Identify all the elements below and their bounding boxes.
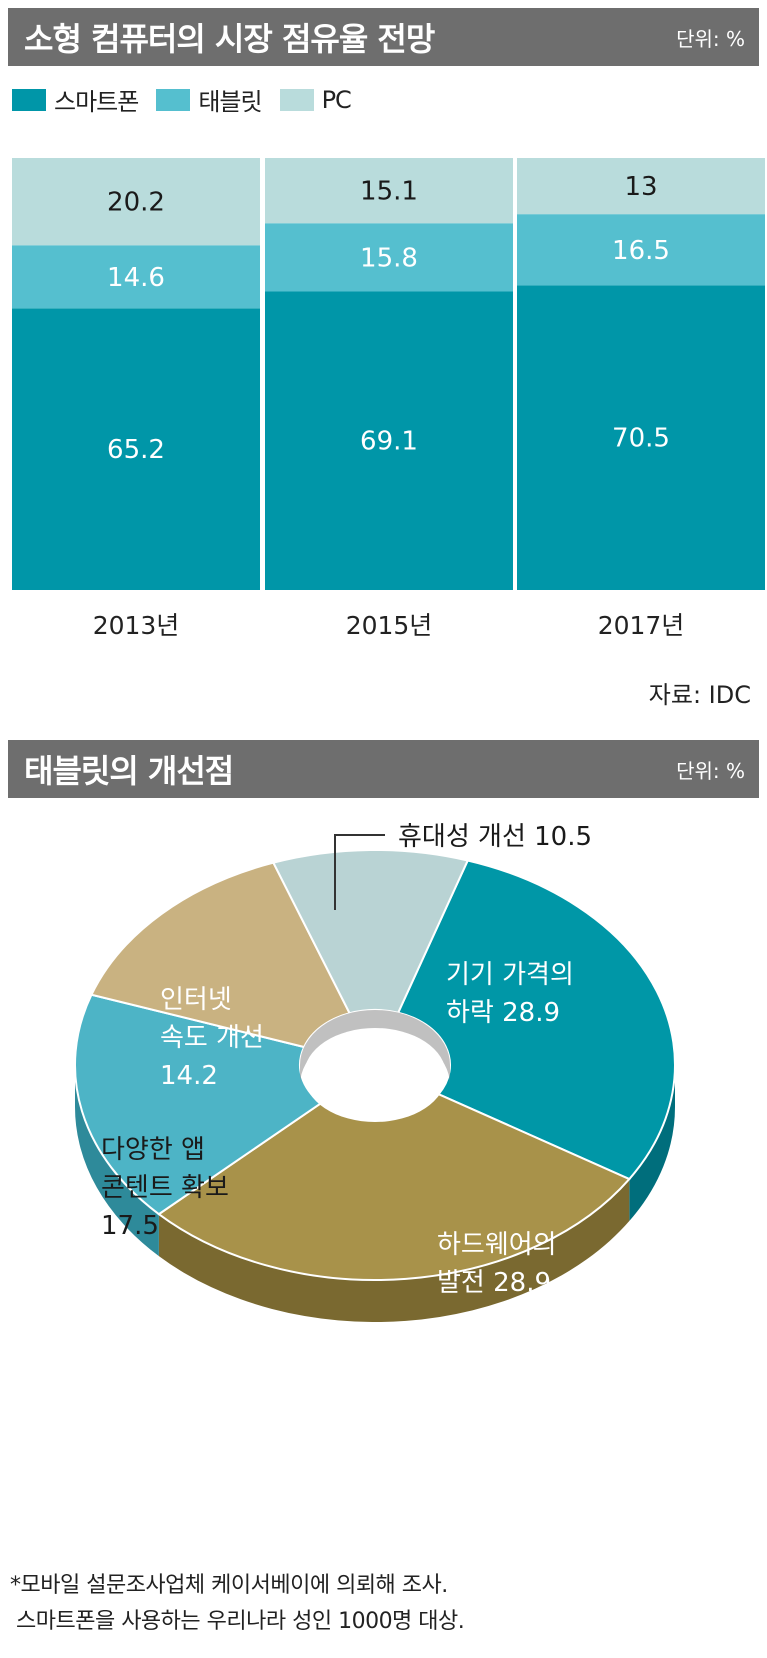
donut-slice-2 bbox=[73, 993, 323, 1216]
donut-label-3-1: 속도 개선 bbox=[160, 1023, 264, 1053]
donut-label-2-1: 콘텐트 확보 bbox=[101, 1173, 229, 1203]
bar-value-label-2-1: 15.1 bbox=[360, 177, 418, 207]
category-label-1: 2015년 bbox=[346, 611, 433, 640]
bar-value-label-1-2: 16.5 bbox=[612, 236, 670, 266]
bar-smartphone-2 bbox=[517, 285, 765, 590]
donut-side-2-0 bbox=[75, 1065, 159, 1257]
bar-value-label-2-0: 20.2 bbox=[107, 188, 165, 218]
donut-label-3-0: 인터넷 bbox=[160, 985, 232, 1015]
chart2-header: 태블릿의 개선점 단위: % bbox=[8, 740, 759, 798]
stacked-bar-chart: 65.2 14.6 20.2 2013년 69.1 15.8 15.1 2015년 70.5 16… bbox=[12, 158, 765, 640]
footnote-line-1: *모바일 설문조사업체 케이서베이에 의뢰해 조사. bbox=[10, 1573, 448, 1598]
chart2-unit: 단위: % bbox=[676, 758, 745, 783]
donut-side-0-0 bbox=[629, 1065, 675, 1222]
donut-leader-line bbox=[334, 834, 385, 910]
chart1-title: 소형 컴퓨터의 시장 점유율 전망 bbox=[24, 20, 435, 58]
bar-smartphone-1 bbox=[265, 291, 513, 590]
legend-swatch-tablet bbox=[156, 88, 191, 111]
bar-tablet-1 bbox=[265, 223, 513, 292]
bar-tablet-2 bbox=[517, 214, 765, 286]
legend-swatch-smartphone bbox=[12, 88, 46, 111]
footnote-line-2: 스마트폰을 사용하는 우리나라 성인 1000명 대상. bbox=[16, 1609, 465, 1634]
bar-tablet-0 bbox=[12, 245, 260, 309]
bar-value-label-1-1: 15.8 bbox=[360, 243, 418, 273]
donut-label-4-0: 휴대성 개선 10.5 bbox=[398, 822, 592, 852]
donut-side-1-0 bbox=[158, 1179, 630, 1322]
legend-label-smartphone: 스마트폰 bbox=[54, 88, 139, 116]
donut-label-1-1: 발전 28.9 bbox=[437, 1268, 551, 1298]
legend-swatch-pc bbox=[279, 88, 314, 111]
chart1-unit: 단위: % bbox=[676, 26, 745, 51]
bar-pc-0 bbox=[12, 158, 260, 246]
chart1-header: 소형 컴퓨터의 시장 점유율 전망 단위: % bbox=[8, 8, 759, 66]
legend-label-tablet: 태블릿 bbox=[198, 88, 262, 116]
chart2-title: 태블릿의 개선점 bbox=[24, 752, 234, 790]
chart1-source: 자료: IDC bbox=[648, 681, 751, 709]
donut-label-0-1: 하락 28.9 bbox=[446, 998, 560, 1028]
bar-pc-1 bbox=[265, 158, 513, 224]
legend-item-tablet: 태블릿 bbox=[156, 82, 263, 117]
bar-value-label-0-0: 65.2 bbox=[107, 435, 165, 465]
bar-value-label-2-2: 13 bbox=[624, 172, 657, 202]
donut-label-3-2: 14.2 bbox=[160, 1061, 218, 1091]
bar-value-label-1-0: 14.6 bbox=[107, 263, 165, 293]
chart1-legend: 스마트폰 태블릿 PC bbox=[12, 82, 369, 117]
category-label-2: 2017년 bbox=[598, 611, 685, 640]
donut-hole-wall bbox=[300, 1010, 450, 1085]
donut-label-1-0: 하드웨어의 bbox=[437, 1230, 557, 1260]
donut-label-0-0: 기기 가격의 bbox=[446, 960, 574, 990]
donut-label-2-0: 다양한 앱 bbox=[101, 1135, 205, 1165]
legend-label-pc: PC bbox=[321, 85, 352, 114]
legend-item-pc: PC bbox=[279, 85, 352, 114]
bar-pc-2 bbox=[517, 158, 765, 215]
footnote: *모바일 설문조사업체 케이서베이에 의뢰해 조사. 스마트폰을 사용하는 우리… bbox=[10, 1568, 465, 1640]
bar-smartphone-0 bbox=[12, 308, 260, 590]
category-label-0: 2013년 bbox=[93, 611, 180, 640]
legend-item-smartphone: 스마트폰 bbox=[12, 82, 139, 117]
donut-hole bbox=[304, 1028, 446, 1122]
bar-value-label-0-1: 69.1 bbox=[360, 427, 418, 457]
donut-label-2-2: 17.5 bbox=[101, 1211, 159, 1241]
bar-value-label-0-2: 70.5 bbox=[612, 424, 670, 454]
